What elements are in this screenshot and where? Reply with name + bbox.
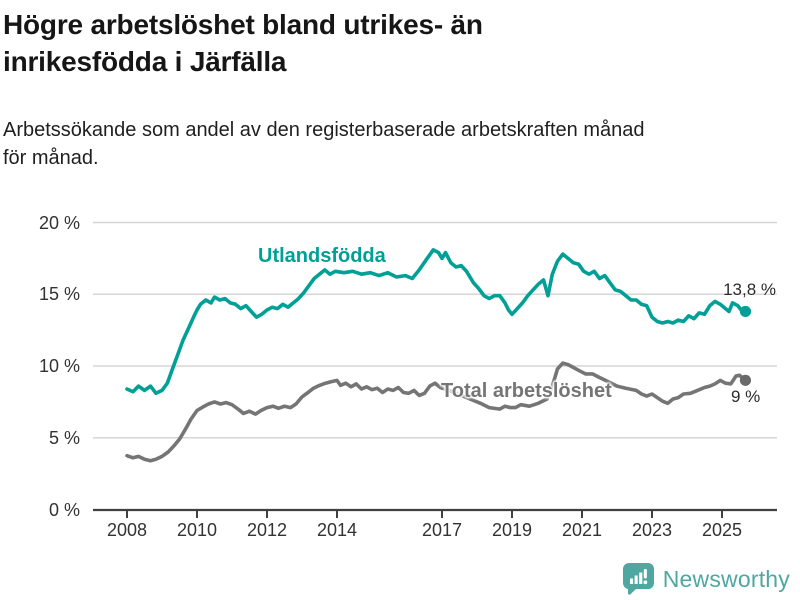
series-label-utlandsfodda: Utlandsfödda xyxy=(258,245,386,267)
newsworthy-logo-icon xyxy=(622,563,654,595)
x-tick-label: 2017 xyxy=(421,520,463,540)
x-tick-label: 2008 xyxy=(106,520,148,540)
y-tick-label: 5 % xyxy=(48,427,80,448)
series-line-0 xyxy=(125,248,748,396)
y-tick-label: 20 % xyxy=(38,212,80,233)
x-tick-label: 2014 xyxy=(316,520,358,540)
x-tick-label: 2021 xyxy=(561,520,603,540)
series-end-dot-0 xyxy=(739,305,752,318)
x-tick-label: 2023 xyxy=(631,520,673,540)
y-tick-label: 0 % xyxy=(48,499,80,520)
x-tick-label: 2025 xyxy=(701,520,743,540)
newsworthy-logo-text: Newsworthy xyxy=(662,565,790,592)
series-line-1 xyxy=(125,361,748,463)
y-tick-label: 10 % xyxy=(38,356,80,376)
series-label-total-arbetsloshet: Total arbetslöshet xyxy=(441,380,612,402)
end-value-label-utlandsfodda: 13,8 % xyxy=(723,280,776,299)
series-end-dot-1 xyxy=(739,374,752,386)
x-tick-label: 2012 xyxy=(246,520,288,540)
chart-subtitle: Arbetssökande som andel av den registerb… xyxy=(3,119,645,169)
newsworthy-logo: Newsworthy xyxy=(622,562,790,596)
x-tick-label: 2019 xyxy=(491,520,533,540)
chart-title: Högre arbetslöshet bland utrikes- än inr… xyxy=(3,9,483,77)
y-tick-label: 15 % xyxy=(38,284,80,305)
end-value-label-total: 9 % xyxy=(731,387,761,406)
x-tick-label: 2010 xyxy=(176,520,218,540)
